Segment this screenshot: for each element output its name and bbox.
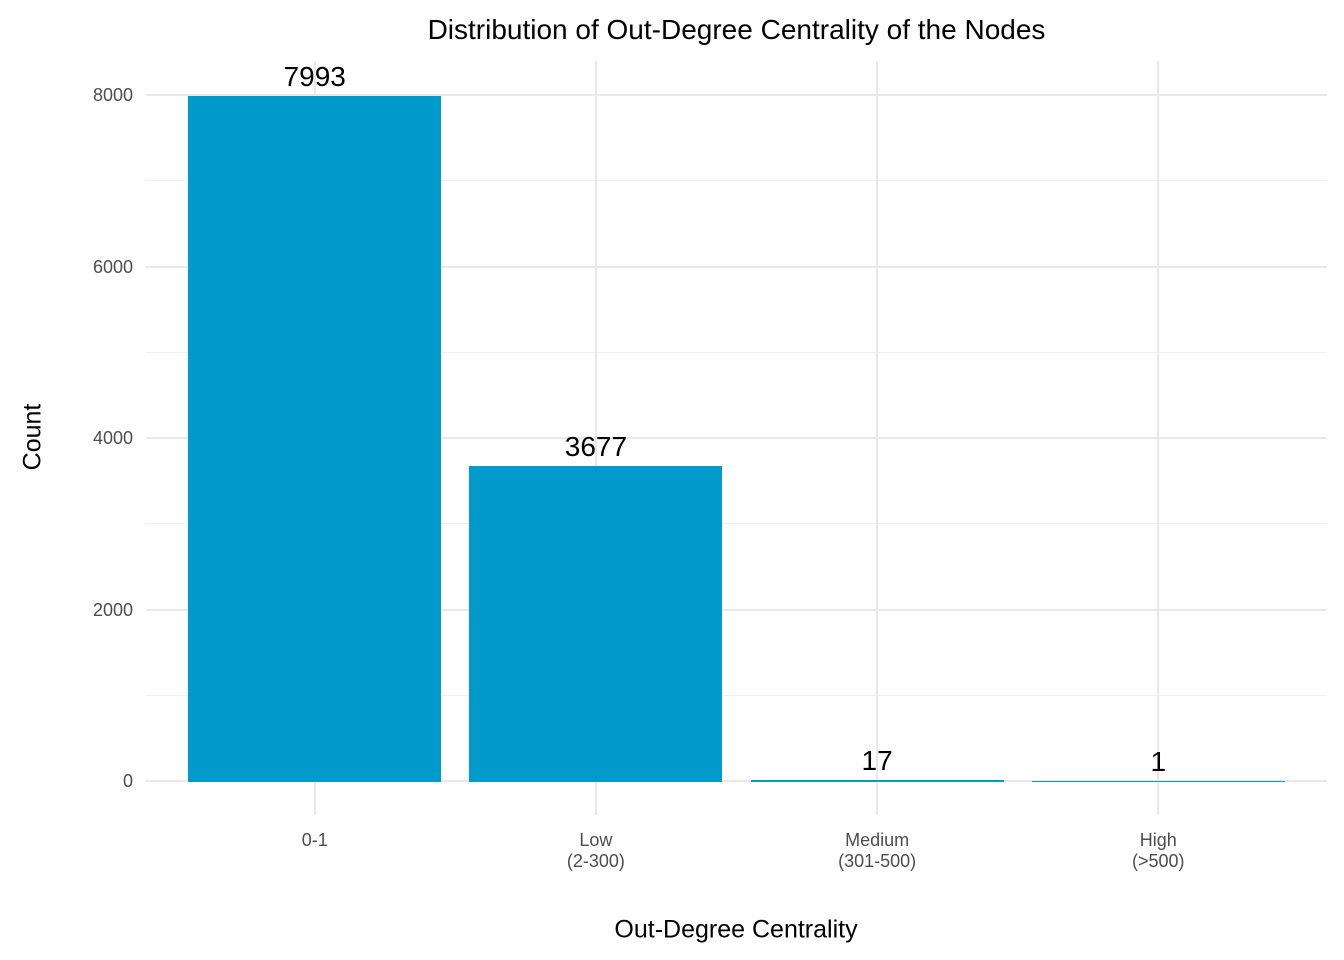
gridline-minor-y bbox=[146, 351, 1327, 353]
y-tick-label: 2000 bbox=[92, 599, 133, 620]
bar bbox=[469, 465, 723, 782]
gridline-minor-y bbox=[146, 180, 1327, 182]
chart-title: Distribution of Out-Degree Centrality of… bbox=[427, 14, 1046, 45]
y-tick-label: 4000 bbox=[92, 428, 133, 448]
gridline-minor-y bbox=[146, 523, 1327, 525]
y-tick-label: 6000 bbox=[92, 256, 133, 277]
bar-value-label: 1 bbox=[1150, 745, 1167, 777]
y-axis-title: Count bbox=[18, 403, 47, 471]
gridline-major-y bbox=[146, 265, 1327, 268]
x-tick-label: Low (2-300) bbox=[566, 830, 625, 871]
gridline-major-y bbox=[146, 94, 1327, 96]
bar-value-label: 7993 bbox=[283, 60, 346, 92]
gridline-major-x bbox=[876, 61, 879, 815]
gridline-minor-y bbox=[146, 694, 1327, 696]
gridline-major-x bbox=[594, 61, 597, 815]
x-tick-label: High (>500) bbox=[1132, 830, 1185, 871]
bar bbox=[750, 779, 1004, 782]
x-tick-label: Medium (301-500) bbox=[838, 830, 917, 871]
gridline-major-y bbox=[146, 437, 1327, 439]
bar-value-label: 3677 bbox=[564, 430, 628, 462]
gridline-major-y bbox=[146, 608, 1327, 611]
x-axis-title: Out-Degree Centrality bbox=[614, 915, 858, 944]
gridline-major-y bbox=[146, 780, 1327, 782]
bar-value-label: 17 bbox=[861, 744, 893, 776]
bar bbox=[188, 95, 442, 782]
bar bbox=[1031, 780, 1285, 782]
y-tick-label: 8000 bbox=[92, 85, 133, 105]
x-tick-label: 0-1 bbox=[301, 830, 328, 850]
gridline-major-x bbox=[1157, 61, 1160, 815]
y-tick-label: 0 bbox=[122, 771, 133, 791]
